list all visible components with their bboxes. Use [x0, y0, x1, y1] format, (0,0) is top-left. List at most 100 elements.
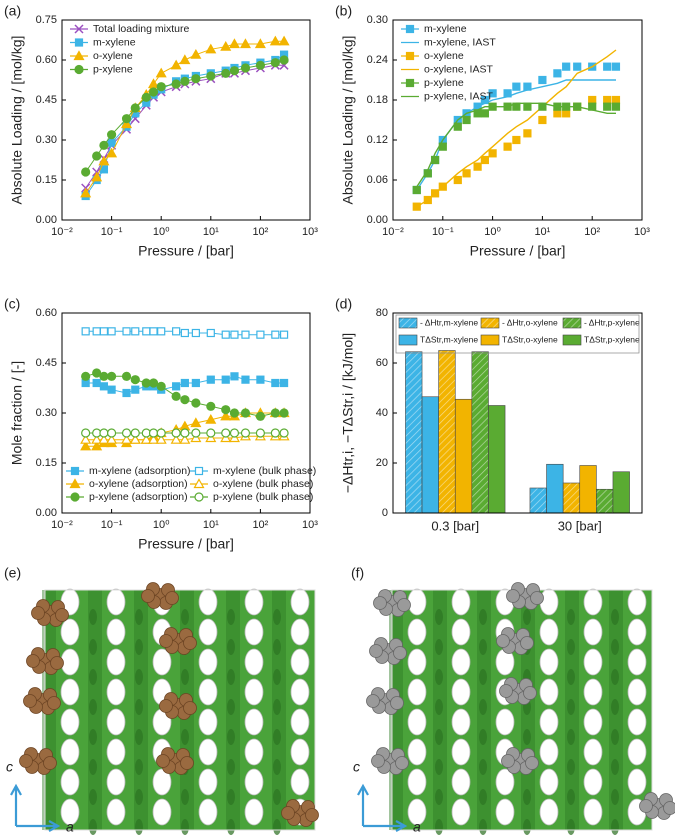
- molecule-atom: [55, 608, 69, 622]
- bar: [405, 351, 423, 514]
- marker: [228, 38, 240, 49]
- molecule-atom: [159, 634, 173, 648]
- marker: [221, 405, 231, 415]
- plot-frame: [61, 312, 311, 514]
- marker: [240, 428, 251, 438]
- legend-marker: [70, 466, 80, 476]
- marker: [171, 391, 181, 401]
- cavity: [227, 699, 235, 715]
- pore: [244, 768, 264, 796]
- pore: [451, 678, 471, 706]
- cavity: [567, 609, 575, 625]
- marker: [140, 433, 152, 444]
- x-axis-title: Pressure / [bar]: [138, 243, 234, 259]
- pore: [539, 738, 559, 766]
- pore-shade: [609, 590, 623, 830]
- cavity: [479, 699, 487, 715]
- molecule-atom: [499, 684, 513, 698]
- marker: [121, 114, 132, 124]
- marker: [221, 330, 230, 339]
- marker: [131, 385, 140, 394]
- marker: [206, 71, 216, 81]
- cavity: [435, 609, 443, 625]
- marker: [220, 410, 232, 421]
- cavity: [273, 729, 281, 745]
- marker: [99, 382, 109, 391]
- legend-label: m-xylene: [424, 23, 467, 35]
- cavity: [523, 609, 531, 625]
- x-tick-label: 10⁰: [153, 519, 170, 531]
- y-tick-label: 0.30: [36, 407, 57, 419]
- pore: [451, 708, 471, 736]
- marker: [99, 371, 109, 381]
- cavity: [567, 639, 575, 655]
- marker: [412, 202, 421, 211]
- marker: [147, 433, 160, 444]
- bar: [421, 396, 439, 514]
- legend-marker: [405, 24, 415, 34]
- pore-shade: [521, 590, 535, 830]
- marker: [149, 327, 158, 336]
- pore-shade: [272, 590, 286, 830]
- marker: [190, 48, 202, 59]
- marker: [179, 54, 191, 65]
- marker: [523, 129, 532, 138]
- molecule-atom: [180, 756, 194, 770]
- cavity: [89, 699, 97, 715]
- pore: [407, 768, 427, 796]
- marker: [80, 187, 92, 198]
- marker: [122, 327, 131, 336]
- molecule-atom: [501, 754, 515, 768]
- molecule-atom: [371, 754, 385, 768]
- pore: [539, 678, 559, 706]
- marker: [80, 440, 92, 451]
- x-tick-label: 10⁻²: [51, 226, 73, 238]
- pore: [60, 678, 80, 706]
- pore: [152, 798, 172, 826]
- x-tick-label: 10²: [584, 226, 600, 238]
- marker: [170, 433, 182, 444]
- marker: [256, 375, 265, 384]
- pore: [244, 678, 264, 706]
- marker: [503, 142, 512, 151]
- marker: [279, 330, 289, 339]
- marker: [170, 59, 182, 70]
- pore: [290, 648, 310, 676]
- molecule-atom: [366, 694, 380, 708]
- pore: [60, 768, 80, 796]
- legend-label: o-xylene (adsorption): [89, 478, 188, 490]
- marker: [131, 327, 140, 336]
- legend-marker: [74, 24, 84, 34]
- y-tick-label: 0: [382, 507, 388, 519]
- molecule-atom: [373, 596, 387, 610]
- pore: [244, 708, 264, 736]
- marker: [279, 408, 289, 418]
- x-tick-label: 30 [bar]: [558, 518, 602, 533]
- cavity: [567, 669, 575, 685]
- marker: [562, 62, 571, 71]
- marker: [180, 378, 189, 388]
- pore: [244, 648, 264, 676]
- marker: [240, 63, 251, 73]
- molecule-atom: [165, 591, 179, 605]
- cavity: [523, 819, 531, 835]
- pore: [539, 648, 559, 676]
- marker: [191, 428, 201, 438]
- marker: [241, 330, 250, 339]
- marker: [241, 375, 250, 384]
- cavity: [181, 789, 189, 805]
- marker: [538, 115, 547, 125]
- panel-label: (e): [4, 565, 21, 581]
- pore: [627, 708, 647, 736]
- pore: [583, 738, 603, 766]
- pore: [198, 738, 218, 766]
- pore: [627, 588, 647, 616]
- pore: [60, 708, 80, 736]
- pore: [198, 768, 218, 796]
- y-tick-label: 0.45: [36, 94, 57, 106]
- marker: [473, 162, 482, 171]
- legend-label: p-xylene (bulk phase): [213, 491, 313, 503]
- cavity: [567, 789, 575, 805]
- plot-frame: [61, 19, 311, 221]
- x-tick-label: 10¹: [534, 226, 550, 238]
